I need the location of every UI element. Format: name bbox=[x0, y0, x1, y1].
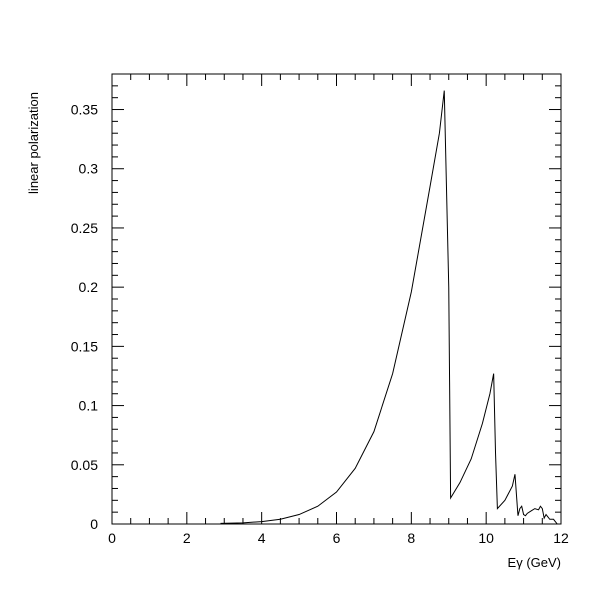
y-tick-label: 0.2 bbox=[79, 279, 99, 295]
y-tick-label: 0.15 bbox=[71, 338, 98, 354]
axis-ticks bbox=[111, 73, 562, 525]
y-tick-label: 0.3 bbox=[79, 161, 99, 177]
x-tick-label: 8 bbox=[407, 530, 415, 546]
y-axis-title: linear polarization bbox=[26, 92, 41, 194]
x-tick-labels: 0 2 4 6 8 10 12 bbox=[108, 530, 569, 546]
y-tick-labels: 0 0.05 0.1 0.15 0.2 0.25 0.3 0.35 bbox=[71, 102, 98, 532]
x-tick-label: 4 bbox=[258, 530, 266, 546]
x-tick-label: 0 bbox=[108, 530, 116, 546]
y-tick-label: 0.1 bbox=[79, 398, 99, 414]
x-tick-label: 6 bbox=[333, 530, 341, 546]
x-tick-label: 12 bbox=[553, 530, 569, 546]
x-tick-label: 10 bbox=[478, 530, 494, 546]
plot-frame bbox=[111, 73, 562, 525]
y-tick-label: 0.35 bbox=[71, 102, 98, 118]
y-tick-label: 0.05 bbox=[71, 457, 98, 473]
x-tick-label: 2 bbox=[183, 530, 191, 546]
y-tick-label: 0 bbox=[90, 516, 98, 532]
x-axis-title: Eγ (GeV) bbox=[508, 555, 561, 570]
series-line bbox=[220, 90, 558, 525]
y-tick-label: 0.25 bbox=[71, 220, 98, 236]
